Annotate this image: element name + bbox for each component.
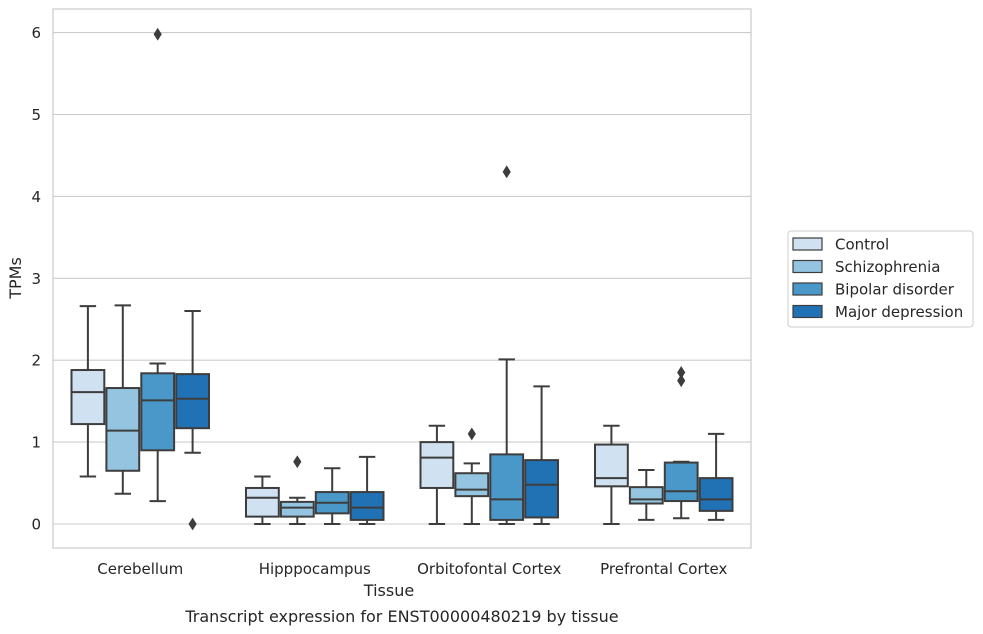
x-axis-label: Tissue — [363, 581, 414, 600]
box-body — [175, 373, 211, 430]
box-body — [419, 441, 455, 489]
y-tick-label: 0 — [31, 516, 41, 534]
x-tick-label: Hipppocampus — [259, 560, 371, 578]
box-schizophrenia — [279, 455, 315, 525]
legend-item: Schizophrenia — [792, 258, 940, 276]
box-bipolar-disorder — [489, 165, 525, 525]
box-bipolar-disorder — [140, 27, 176, 503]
outlier-point — [677, 366, 686, 379]
box-body — [698, 477, 734, 512]
legend: Control Schizophrenia Bipolar disorder Majo… — [787, 230, 974, 328]
legend-label: Control — [835, 236, 889, 254]
box-body — [524, 459, 560, 519]
y-axis-ticks: 0 1 2 3 4 5 6 — [31, 24, 41, 533]
legend-item: Bipolar disorder — [792, 281, 955, 299]
box-control — [70, 305, 106, 478]
box-major-depression — [698, 432, 734, 521]
box-schizophrenia — [105, 304, 141, 495]
legend-label: Major depression — [835, 303, 963, 321]
x-axis-ticks: Cerebellum Hipppocampus Orbitofontal Corte… — [97, 560, 727, 578]
box-control — [244, 475, 280, 525]
y-tick-label: 2 — [31, 352, 41, 370]
box-body — [663, 461, 699, 503]
box-body — [279, 500, 315, 518]
legend-swatch — [792, 282, 823, 296]
box-body — [454, 472, 490, 498]
y-tick-label: 6 — [31, 24, 41, 42]
box-control — [593, 424, 629, 525]
y-tick-label: 3 — [31, 270, 41, 288]
legend-item: Major depression — [792, 303, 963, 321]
legend-label: Bipolar disorder — [835, 281, 955, 299]
box-schizophrenia — [454, 427, 490, 525]
box-body — [593, 443, 629, 488]
box-body — [140, 372, 176, 452]
outlier-point — [502, 165, 511, 179]
box-major-depression — [349, 455, 385, 525]
box-plot-area — [70, 27, 734, 531]
y-axis-label: TPMs — [6, 257, 25, 300]
y-tick-label: 1 — [31, 434, 41, 452]
outlier-point — [293, 455, 302, 469]
box-control — [419, 424, 455, 525]
x-tick-label: Orbitofontal Cortex — [417, 560, 561, 578]
legend-item: Control — [792, 236, 889, 254]
box-bipolar-disorder — [314, 467, 350, 525]
outlier-point — [467, 427, 476, 441]
chart-caption: Transcript expression for ENST0000048021… — [184, 607, 618, 626]
box-major-depression — [175, 310, 211, 531]
box-body — [628, 486, 664, 505]
box-body — [489, 453, 525, 521]
x-tick-label: Cerebellum — [97, 560, 183, 578]
box-body — [349, 491, 385, 521]
box-body — [244, 486, 280, 518]
y-tick-label: 4 — [31, 188, 41, 206]
legend-swatch — [792, 259, 823, 274]
y-tick-label: 5 — [31, 106, 41, 124]
box-schizophrenia — [628, 468, 664, 521]
box-major-depression — [524, 385, 560, 525]
legend-label: Schizophrenia — [835, 258, 940, 276]
legend-swatch — [792, 237, 823, 251]
outlier-point — [153, 27, 162, 41]
outlier-point — [188, 517, 197, 531]
outlier-point — [677, 374, 686, 388]
legend-frame — [787, 230, 974, 328]
box-body — [70, 369, 106, 426]
box-body — [105, 387, 141, 472]
plot-frame — [52, 8, 752, 549]
box-bipolar-disorder — [663, 366, 699, 520]
legend-swatch — [792, 304, 823, 319]
x-tick-label: Prefrontal Cortex — [600, 560, 727, 578]
